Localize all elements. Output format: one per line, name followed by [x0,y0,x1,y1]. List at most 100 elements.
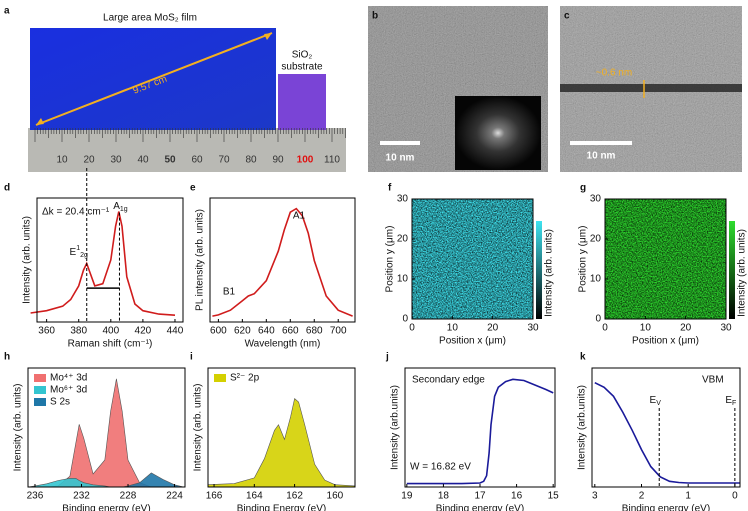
plot-frame [604,198,727,320]
x-tick-label: 620 [234,326,251,337]
y-tick-label: 0 [595,314,601,325]
y-axis-label: Position y (μm) [578,226,589,293]
y-tick-label: 20 [590,234,602,245]
chart: Secondary edge W = 16.82 eV 19 18 17 16 15 Bind… [390,367,560,511]
panel-label: k [580,352,586,363]
y-tick-label: 10 [590,274,602,285]
legend-swatch [34,386,46,394]
x-tick-label: 228 [120,491,137,502]
plot-frame [209,197,356,323]
heatmap-noise [605,199,726,319]
y-axis-label: Intensity (arb. units) [13,384,24,472]
x-tick-label: 30 [720,323,732,334]
ruler [28,128,346,172]
x-tick-label: 0 [409,323,415,334]
line [406,378,554,485]
line [30,211,176,316]
x-tick-label: 380 [70,326,87,337]
x-tick-label: 660 [282,326,299,337]
plot-frame [207,367,356,488]
line [212,207,353,317]
x-axis-label: Binding energy (eV) [436,504,524,511]
y-tick-label: 0 [402,314,408,325]
photo: Large area MoS₂ film 9.57 cm SiO₂ substr… [28,13,346,172]
tem-c: ~0.6 nm 10 nm [560,6,742,172]
x-tick-label: 160 [327,491,344,502]
ruler-label: 20 [83,155,95,166]
annotation: B1 [223,287,236,298]
ruler-label: 70 [218,155,230,166]
x-tick-label: 600 [210,326,227,337]
x-tick-label: 0 [732,491,738,502]
tem-b: 10 nm [368,6,548,172]
x-tick-label: 420 [135,326,152,337]
x-axis-label: Position x (μm) [439,336,506,347]
ruler-label: 30 [110,155,122,166]
panel-label: i [190,352,193,363]
ruler-label: 40 [137,155,149,166]
scale-label: 10 nm [386,153,415,164]
plot-frame [36,197,184,323]
annotation: Δk = 20.4 cm⁻¹ [42,207,110,218]
y-axis-label: Intensity (arb.units) [577,385,588,470]
y-tick-label: 30 [397,194,409,205]
label-part: 2g [80,252,88,259]
legend-label: Mo⁶⁺ 3d [50,385,87,396]
x-tick-label: 640 [258,326,275,337]
annotation: A1 [293,211,306,222]
y-axis-label: Intensity (arb.units) [390,385,401,470]
x-tick-label: 166 [206,491,223,502]
panel-label: g [580,183,586,194]
x-tick-label: 164 [246,491,263,502]
annotation: W = 16.82 eV [410,462,471,473]
y-tick-label: 10 [397,274,409,285]
x-tick-label: 15 [548,491,560,502]
x-tick-label: 30 [527,323,539,334]
layer [560,84,742,92]
x-tick-label: 360 [38,326,55,337]
ruler-label: 90 [272,155,284,166]
y-tick-label: 30 [590,194,602,205]
x-tick-label: 18 [438,491,450,502]
x-tick-label: 1 [685,491,691,502]
panel-label: d [4,183,10,194]
legend-swatch [214,374,226,382]
heatmap-noise [412,199,533,319]
x-tick-label: 232 [73,491,90,502]
substrate-label: substrate [281,62,323,73]
x-tick-label: 16 [511,491,523,502]
ruler-label: 100 [297,155,314,166]
area [207,398,356,488]
label-part: E [70,247,77,258]
x-tick-label: 224 [166,491,183,502]
fft-inset [455,96,541,170]
x-tick-label: 20 [487,323,499,334]
label-part: 1g [120,206,128,213]
x-tick-label: 10 [640,323,652,334]
label-part: 1 [76,245,80,252]
annotation: VBM [702,375,724,386]
label-part: E [725,395,732,406]
panel-label: j [385,352,389,363]
x-axis-label: Position x (μm) [632,336,699,347]
x-tick-label: 236 [27,491,44,502]
legend-swatch [34,398,46,406]
x-tick-label: 2 [639,491,645,502]
line [594,381,740,484]
ruler-label: 60 [191,155,203,166]
x-tick-label: 680 [306,326,323,337]
x-tick-label: 440 [167,326,184,337]
scale-label: 10 nm [587,151,616,162]
y-tick-label: 20 [397,234,409,245]
x-tick-label: 19 [401,491,413,502]
y-axis-label: Intensity (arb. units) [193,384,204,472]
plot-frame [411,198,534,320]
y-axis-label: Position y (μm) [385,226,396,293]
x-axis-label: Binding energy (eV) [62,504,150,511]
ruler-label: 80 [245,155,257,166]
x-tick-label: 400 [102,326,119,337]
legend-label: S²⁻ 2p [230,373,260,384]
